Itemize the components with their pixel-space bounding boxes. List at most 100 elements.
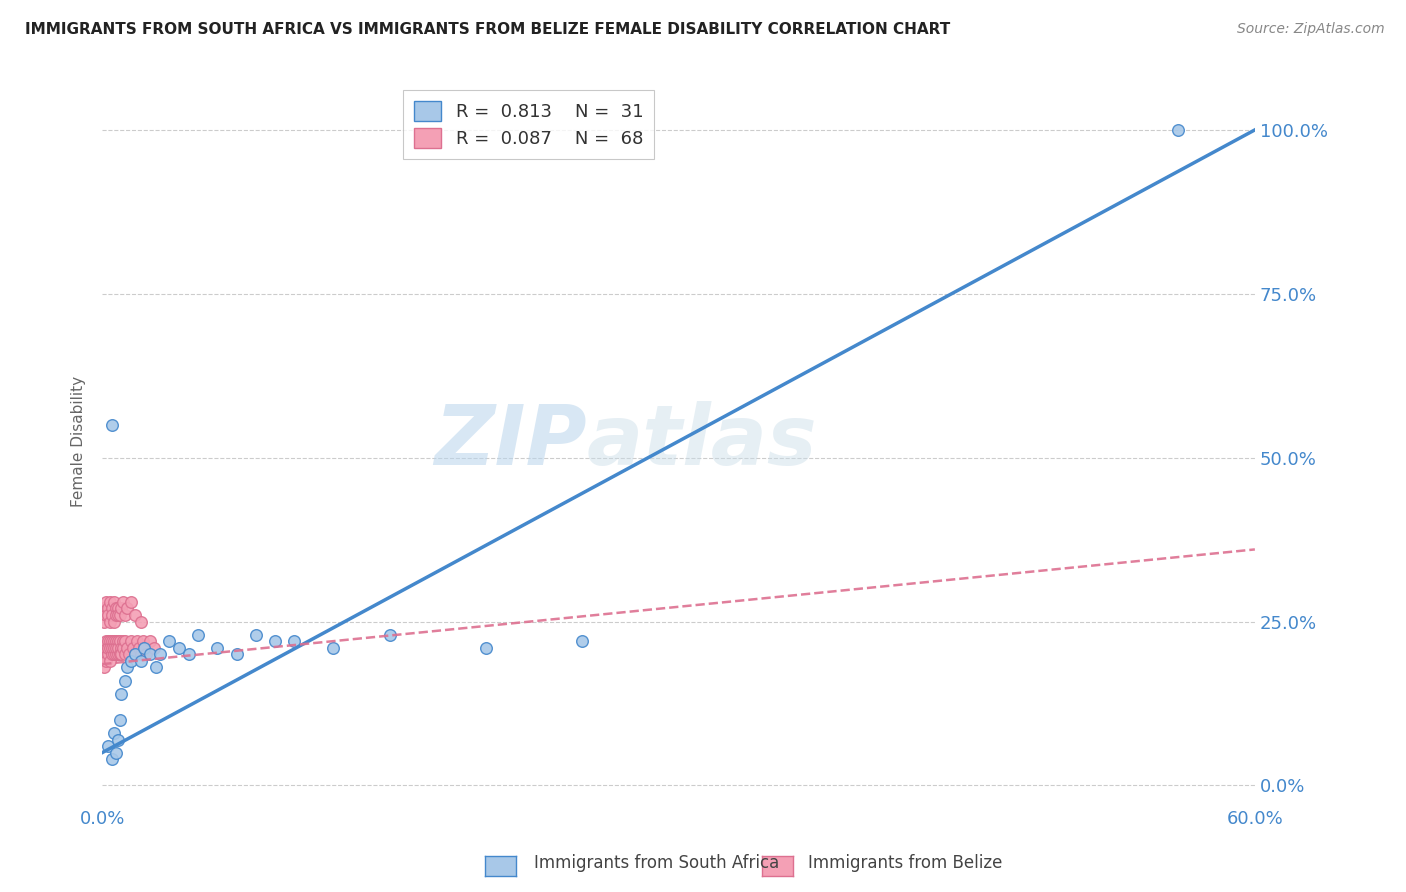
Point xyxy=(103,640,125,655)
Point xyxy=(98,595,121,609)
Point xyxy=(103,634,125,648)
Point xyxy=(120,654,142,668)
Point xyxy=(207,640,229,655)
Point xyxy=(107,607,129,622)
Point xyxy=(380,627,402,641)
Point xyxy=(115,640,138,655)
Point xyxy=(115,660,138,674)
Point xyxy=(177,648,200,662)
Point xyxy=(104,746,127,760)
Point xyxy=(134,640,156,655)
Point xyxy=(475,640,498,655)
Legend: R =  0.813    N =  31, R =  0.087    N =  68: R = 0.813 N = 31, R = 0.087 N = 68 xyxy=(404,90,654,159)
Point xyxy=(110,687,132,701)
Point xyxy=(94,634,117,648)
Point xyxy=(114,673,136,688)
Point xyxy=(1167,123,1189,137)
Point xyxy=(101,417,124,432)
Point xyxy=(101,640,124,655)
Point xyxy=(103,595,125,609)
Point xyxy=(264,634,287,648)
Point xyxy=(104,648,127,662)
Point xyxy=(129,648,152,662)
Text: ZIP: ZIP xyxy=(433,401,586,482)
Point xyxy=(108,648,131,662)
Point xyxy=(283,634,305,648)
Point xyxy=(143,640,166,655)
Text: Source: ZipAtlas.com: Source: ZipAtlas.com xyxy=(1237,22,1385,37)
Point xyxy=(120,595,142,609)
Text: Immigrants from South Africa: Immigrants from South Africa xyxy=(534,855,779,872)
Point xyxy=(120,634,142,648)
Text: Immigrants from Belize: Immigrants from Belize xyxy=(808,855,1002,872)
Point xyxy=(129,654,152,668)
Point xyxy=(107,634,129,648)
Point xyxy=(101,607,124,622)
Point xyxy=(125,634,148,648)
Point xyxy=(103,726,125,740)
Y-axis label: Female Disability: Female Disability xyxy=(72,376,86,507)
Point xyxy=(104,601,127,615)
Point xyxy=(108,634,131,648)
Point xyxy=(98,654,121,668)
Point xyxy=(97,648,120,662)
Point xyxy=(145,660,167,674)
Point xyxy=(101,752,124,766)
Point xyxy=(129,615,152,629)
Point xyxy=(97,739,120,753)
Point xyxy=(101,648,124,662)
Point xyxy=(98,634,121,648)
Point xyxy=(122,640,145,655)
Point xyxy=(112,634,135,648)
Point xyxy=(101,634,124,648)
Point xyxy=(107,732,129,747)
Point xyxy=(104,640,127,655)
Point xyxy=(128,640,150,655)
Point xyxy=(97,607,120,622)
Point xyxy=(94,640,117,655)
Point xyxy=(104,607,127,622)
Point xyxy=(107,601,129,615)
Point xyxy=(108,713,131,727)
Point xyxy=(149,648,172,662)
Point xyxy=(110,648,132,662)
Point xyxy=(571,634,593,648)
Point xyxy=(159,634,181,648)
Point xyxy=(139,648,162,662)
Point xyxy=(104,634,127,648)
Point xyxy=(110,601,132,615)
Point xyxy=(114,607,136,622)
Point xyxy=(245,627,267,641)
Point xyxy=(93,648,115,662)
Point xyxy=(135,648,157,662)
Point xyxy=(107,648,129,662)
Point xyxy=(118,648,141,662)
Point xyxy=(94,595,117,609)
Point xyxy=(107,640,129,655)
Point xyxy=(97,601,120,615)
Point xyxy=(124,648,146,662)
Point xyxy=(103,648,125,662)
Point xyxy=(103,615,125,629)
Point xyxy=(94,654,117,668)
Point xyxy=(139,634,162,648)
Point xyxy=(101,601,124,615)
Point xyxy=(124,607,146,622)
Point xyxy=(93,615,115,629)
Point xyxy=(94,607,117,622)
Point xyxy=(134,640,156,655)
Point xyxy=(187,627,209,641)
Point xyxy=(112,595,135,609)
Point xyxy=(98,640,121,655)
Point xyxy=(108,607,131,622)
Point xyxy=(97,640,120,655)
Point xyxy=(110,640,132,655)
Point xyxy=(97,634,120,648)
Point xyxy=(131,634,153,648)
Point xyxy=(114,648,136,662)
Point xyxy=(124,648,146,662)
Point xyxy=(322,640,344,655)
Point xyxy=(98,615,121,629)
Point xyxy=(225,648,247,662)
Text: IMMIGRANTS FROM SOUTH AFRICA VS IMMIGRANTS FROM BELIZE FEMALE DISABILITY CORRELA: IMMIGRANTS FROM SOUTH AFRICA VS IMMIGRAN… xyxy=(25,22,950,37)
